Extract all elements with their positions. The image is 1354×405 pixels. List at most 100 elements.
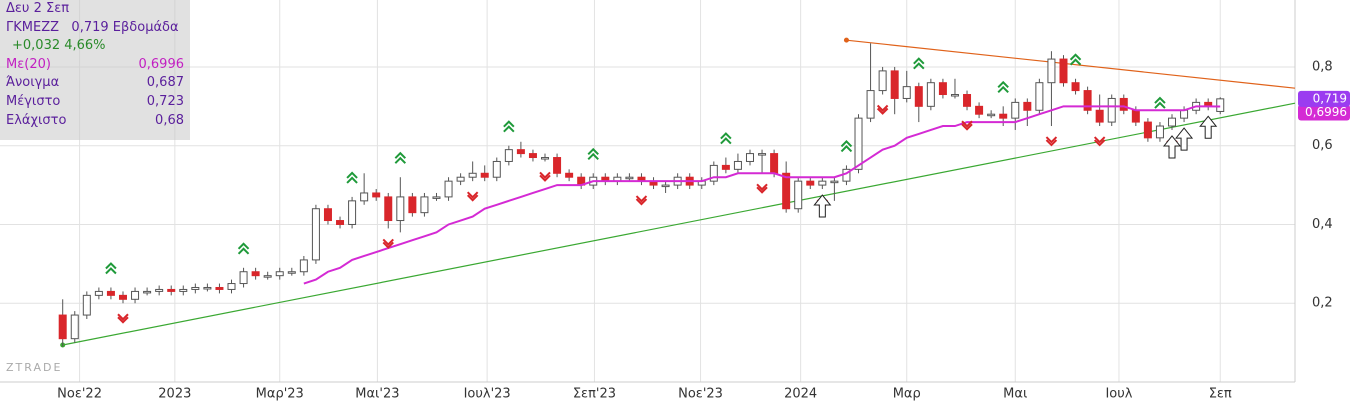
watermark: ZTRADE: [6, 361, 62, 374]
candle-body: [1143, 121, 1152, 139]
x-tick-label: Νοε'22: [57, 387, 102, 402]
info-row: Άνοιγμα 0,687: [6, 74, 190, 93]
candle-body: [625, 176, 634, 180]
candle-body: [179, 288, 188, 292]
up-signal: [1154, 96, 1166, 109]
change: +0,032 4,66%: [12, 38, 106, 54]
info-label: Ελάχιστο: [6, 112, 67, 128]
candle-body: [1216, 98, 1225, 112]
up-signal: [997, 80, 1009, 94]
candle-body: [782, 172, 791, 210]
arrow-marker: [1199, 115, 1218, 139]
candle-body: [866, 90, 875, 119]
candle-body: [553, 157, 562, 174]
arrow-marker: [1162, 135, 1182, 159]
up-signal: [503, 120, 515, 133]
y-tick-label: 0,6: [1312, 138, 1333, 153]
candle-body: [794, 180, 803, 210]
info-value: 0,723: [146, 93, 184, 109]
x-tick-label: Ιουλ: [1105, 387, 1132, 402]
info-value: 0,68: [155, 112, 184, 128]
info-panel: Δευ 2 Σεπ ΓΚΜΕΖΖ 0,719 Εβδομάδα +0,032 4…: [0, 0, 190, 140]
candle-body: [456, 176, 465, 182]
candle-body: [167, 288, 176, 292]
candle-body: [709, 164, 718, 182]
candle-body: [806, 180, 815, 186]
candle-body: [492, 160, 501, 178]
candle-body: [348, 200, 357, 225]
candle-body: [118, 294, 127, 300]
candle-body: [58, 314, 67, 340]
up-signal: [394, 151, 407, 164]
candle-body: [311, 208, 320, 261]
arrow-marker: [813, 194, 832, 218]
up-signal: [1069, 53, 1082, 66]
candle-body: [227, 283, 236, 290]
candle-body: [938, 82, 947, 96]
down-signal: [756, 183, 768, 194]
info-rows: Με(20) 0,6996 Άνοιγμα 0,687 Μέγιστο 0,723 Ελάχ…: [6, 56, 190, 130]
candle-body: [1083, 90, 1092, 111]
candle-body: [541, 157, 550, 160]
y-tick-label: 0,4: [1312, 217, 1333, 232]
price-label-box: [1298, 90, 1350, 107]
candle-body: [444, 180, 453, 198]
info-head: ΓΚΜΕΖΖ 0,719 Εβδομάδα: [6, 19, 190, 38]
down-signal: [635, 195, 648, 206]
price-label: 0,719: [1313, 91, 1347, 105]
candle-body: [336, 220, 345, 225]
candle-body: [432, 196, 441, 199]
candle-body: [131, 290, 140, 300]
x-tick-label: 2024: [784, 387, 817, 402]
info-label: Άνοιγμα: [6, 75, 60, 91]
candle-body: [987, 113, 996, 117]
candle-body: [155, 288, 164, 292]
candle-body: [70, 314, 79, 340]
candle-body: [902, 86, 911, 99]
candle-body: [1107, 97, 1116, 123]
up-signal: [840, 139, 853, 153]
candle-body: [528, 153, 537, 159]
x-tick-label: Μαι'23: [355, 387, 399, 402]
candle-body: [239, 271, 248, 285]
candle-body: [191, 286, 200, 290]
up-signal: [105, 262, 117, 275]
down-signal: [876, 104, 889, 115]
info-row: Ελάχιστο 0,68: [6, 112, 190, 131]
moving-average: [303, 105, 1221, 285]
candle-body: [468, 172, 477, 178]
candle-body: [143, 290, 152, 294]
candle-body: [94, 290, 103, 296]
down-signal: [1093, 136, 1106, 147]
candle-body: [854, 117, 863, 170]
candle-body: [106, 290, 115, 296]
candle-body: [1131, 109, 1140, 123]
candle-body: [1035, 82, 1044, 111]
candle-body: [263, 275, 272, 278]
down-signal: [382, 238, 394, 249]
down-signal: [1045, 136, 1058, 147]
candle-body: [721, 164, 730, 170]
up-signal: [913, 57, 925, 70]
candle-body: [1011, 101, 1020, 119]
candle-body: [818, 180, 827, 186]
candle-body: [384, 196, 393, 222]
candle-body: [299, 259, 308, 273]
candle-body: [830, 180, 839, 184]
x-tick-label: Μαρ: [893, 387, 921, 402]
candle-body: [926, 82, 935, 107]
info-row: Μέγιστο 0,723: [6, 93, 190, 112]
candle-body: [420, 196, 429, 214]
candle-body: [396, 196, 405, 222]
symbol: ΓΚΜΕΖΖ: [6, 19, 60, 35]
candle-body: [1119, 97, 1128, 111]
candle-body: [1180, 109, 1189, 119]
period: Εβδομάδα: [112, 19, 179, 35]
up-signal: [587, 147, 599, 160]
down-signal: [961, 120, 973, 131]
x-tick-label: Σεπ: [1209, 387, 1232, 402]
candle-body: [372, 192, 381, 198]
candle-body: [1023, 101, 1032, 111]
candle-body: [975, 105, 984, 115]
